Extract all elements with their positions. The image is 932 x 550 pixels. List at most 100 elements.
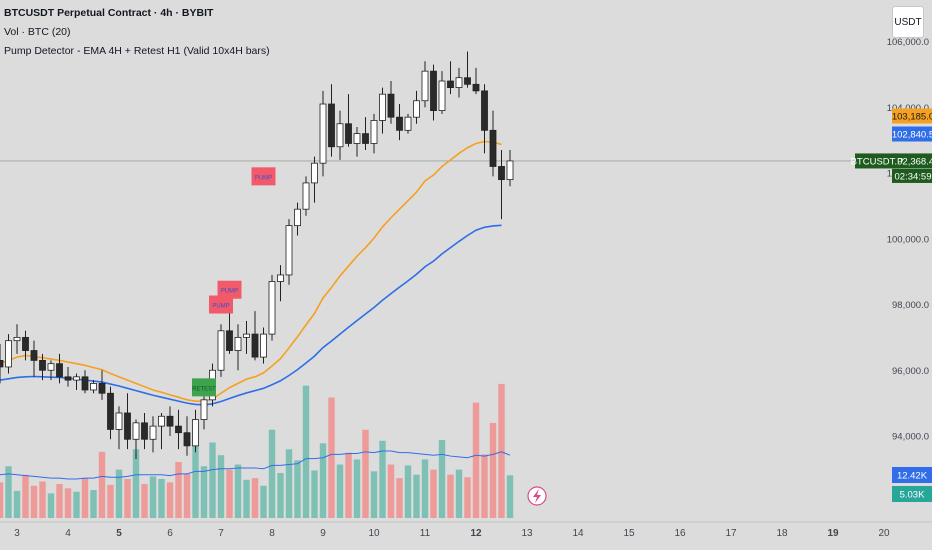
volume-bar (141, 484, 148, 518)
candle (166, 406, 174, 436)
pump-indicator-label[interactable]: Pump Detector - EMA 4H + Retest H1 (Vali… (4, 45, 270, 57)
candle-body (396, 116, 403, 131)
candle (107, 386, 114, 440)
candle (260, 327, 267, 364)
volume-bar (175, 462, 182, 518)
candle (64, 366, 72, 387)
candle (56, 353, 63, 384)
candle-body (268, 281, 276, 335)
candle (132, 419, 140, 459)
candle-body (30, 350, 38, 361)
candle-body (107, 392, 114, 430)
time-axis[interactable]: 3 4 5 6 7 8 9 10 11 12 13 14 15 16 17 18 19 20 (0, 521, 932, 539)
candle (0, 343, 4, 384)
candle (175, 409, 182, 450)
volume-bar (243, 479, 250, 518)
ema-fast-badge-box (892, 108, 932, 124)
volume-bar (81, 478, 89, 518)
candle (413, 90, 420, 124)
volume-ma-line (0, 450, 511, 480)
candle (234, 324, 242, 371)
vol-ma-badge: 12.42K (892, 467, 932, 483)
candle (319, 90, 327, 177)
volume-bar (336, 464, 344, 518)
candle (158, 412, 165, 450)
time-tick-label: 20 (878, 528, 890, 539)
candle (506, 150, 514, 187)
volume-bar (362, 429, 369, 518)
candle-body (90, 382, 97, 391)
candle-body (294, 208, 301, 227)
candle-body (81, 376, 89, 391)
volume-bar (277, 473, 284, 518)
volume-bar (124, 478, 131, 518)
candle (90, 380, 97, 394)
candle-body (328, 103, 335, 148)
candle (5, 334, 12, 374)
volume-indicator-label[interactable]: Vol · BTC (20) (4, 26, 71, 38)
volume-bar (438, 439, 446, 518)
candle (47, 360, 55, 381)
volume-ma-polyline (0, 450, 511, 480)
candle-body (481, 90, 488, 131)
volume-bar (430, 469, 437, 518)
volume-bar (13, 490, 21, 518)
symbol-title[interactable]: BTCUSDT Perpetual Contract · 4h · BYBIT (4, 7, 214, 19)
candle (379, 87, 386, 134)
volume-bar (200, 466, 208, 518)
candle (124, 393, 131, 450)
candle-body (336, 123, 344, 148)
candle (13, 324, 21, 354)
volume-pane (0, 383, 514, 518)
time-tick-label: 12 (470, 528, 482, 539)
time-tick-label: 4 (65, 528, 71, 539)
candle-body (506, 160, 514, 181)
candle (217, 324, 225, 377)
volume-bar (489, 422, 497, 518)
candle (285, 219, 293, 285)
candle-body (175, 425, 182, 434)
volume-bar (183, 473, 191, 518)
price-tick-label: 96,000.0 (892, 366, 929, 377)
candle-body (430, 70, 437, 112)
time-tick-label: 14 (572, 528, 584, 539)
symbol-badge-text: BTCUSDT.P (851, 156, 904, 167)
candle (73, 373, 80, 390)
ema-slow-badge: 102,840.5 (892, 126, 932, 142)
candle (39, 353, 46, 381)
volume-bar (404, 465, 412, 518)
candle-body (353, 133, 361, 144)
candle (302, 176, 310, 216)
candle-body (132, 422, 140, 440)
ema-fast-badge-text: 103,185.0 (892, 112, 932, 123)
candle (183, 416, 191, 456)
volume-bar (285, 449, 293, 518)
volume-bar (209, 442, 216, 518)
candle (200, 389, 208, 430)
candle (421, 61, 429, 108)
time-tick-label: 7 (218, 528, 224, 539)
candle (430, 64, 437, 121)
label-text: PUMP (221, 289, 238, 295)
candle (141, 412, 148, 450)
candle (498, 150, 505, 220)
volume-bar (115, 469, 123, 518)
candle-body (13, 336, 21, 342)
volume-bar (192, 436, 199, 518)
flash-icon[interactable] (527, 486, 547, 506)
volume-bar (166, 482, 174, 518)
candle-body (404, 116, 412, 131)
time-tick-label: 9 (320, 528, 326, 539)
volume-bar (0, 482, 4, 518)
countdown-badge-box (892, 168, 932, 183)
candle (115, 406, 123, 450)
symbol-badge-box (855, 153, 899, 169)
candle (22, 330, 29, 361)
ema-fast-badge: 103,185.0 (892, 108, 932, 124)
candle (370, 113, 378, 154)
pump-label: PUMP (217, 280, 242, 299)
countdown-badge-text: 02:34:59 (895, 171, 932, 182)
currency-button[interactable]: USDT (892, 6, 924, 38)
candle (328, 84, 335, 157)
